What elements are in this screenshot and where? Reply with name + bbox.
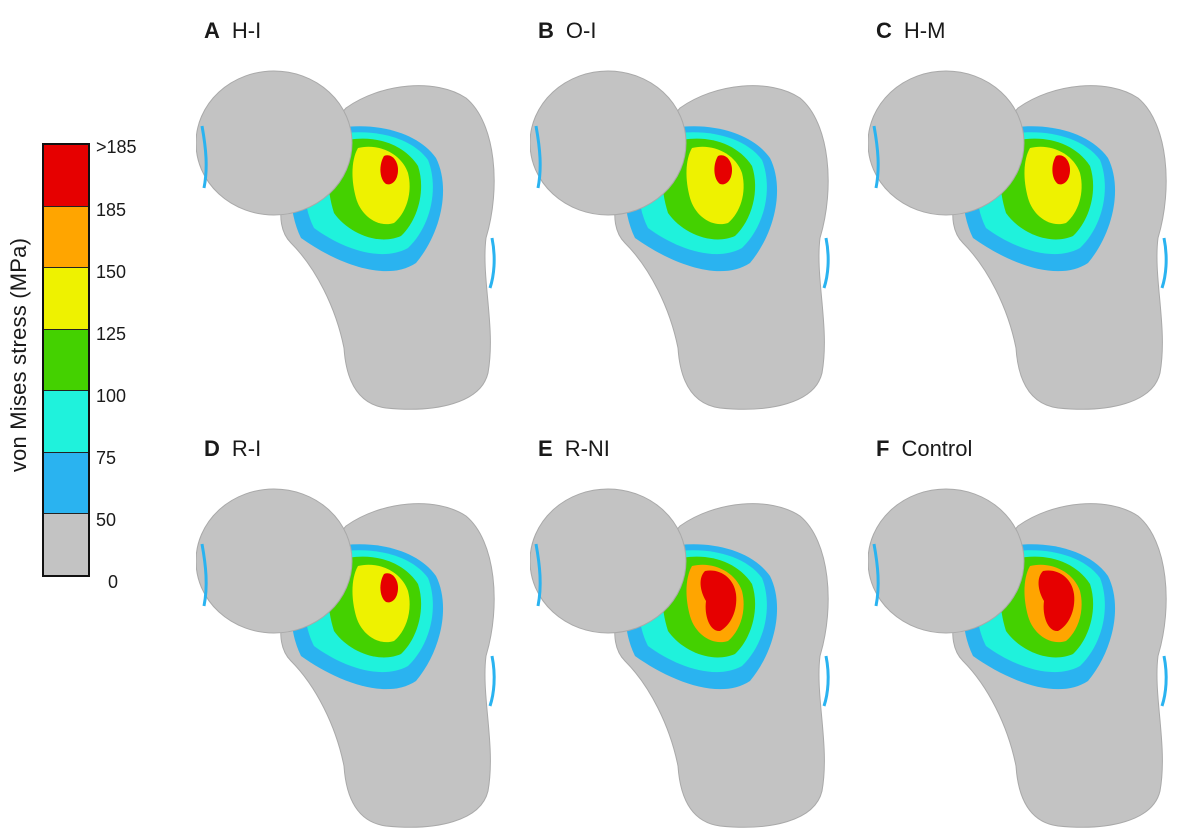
femur-panel-c: C H-M [868, 18, 1198, 418]
panel-title: R-I [232, 436, 261, 461]
stress-streak-right [1162, 238, 1166, 288]
femur-panel-a: A H-I [196, 18, 526, 418]
panel-label: A H-I [204, 18, 261, 44]
femur-panel-f: F Control [868, 436, 1198, 836]
colorbar-axis-label: von Mises stress (MPa) [2, 120, 36, 590]
colorbar-tick: 125 [96, 325, 126, 343]
panel-letter: C [876, 18, 892, 43]
colorbar-tick: 150 [96, 263, 126, 281]
colorbar-tick: 0 [108, 573, 118, 591]
colorbar-tick: >185 [96, 138, 137, 156]
panel-title: Control [901, 436, 972, 461]
colorbar-axis-label-text: von Mises stress (MPa) [6, 238, 32, 472]
panel-letter: A [204, 18, 220, 43]
femur-panel-d: D R-I [196, 436, 526, 836]
femoral-head [530, 489, 686, 633]
colorbar-segment-150-185 [44, 207, 88, 269]
colorbar-segment-100-125 [44, 330, 88, 392]
femur-stress-map [868, 466, 1198, 836]
femoral-head [868, 71, 1024, 215]
femur-stress-map [530, 48, 860, 418]
stress-streak-right [824, 656, 828, 706]
colorbar-segment-50-75 [44, 453, 88, 515]
panel-letter: F [876, 436, 889, 461]
colorbar-tick: 75 [96, 449, 116, 467]
stress-streak-right [490, 656, 494, 706]
panel-title: H-M [904, 18, 946, 43]
femoral-head [530, 71, 686, 215]
colorbar-tick: 185 [96, 201, 126, 219]
colorbar-tick: 50 [96, 511, 116, 529]
femoral-head [196, 71, 352, 215]
femur-stress-map [868, 48, 1198, 418]
femur-stress-map [196, 466, 526, 836]
stress-streak-right [824, 238, 828, 288]
panel-label: C H-M [876, 18, 945, 44]
panel-title: O-I [566, 18, 597, 43]
colorbar-segment-0-50 [44, 514, 88, 575]
panel-label: B O-I [538, 18, 596, 44]
panel-letter: D [204, 436, 220, 461]
femoral-head [196, 489, 352, 633]
femoral-head [868, 489, 1024, 633]
colorbar-segment-gt185 [44, 145, 88, 207]
femur-stress-map [196, 48, 526, 418]
panel-title: R-NI [565, 436, 610, 461]
panel-title: H-I [232, 18, 261, 43]
colorbar-segment-75-100 [44, 391, 88, 453]
femur-panel-e: E R-NI [530, 436, 860, 836]
panel-letter: B [538, 18, 554, 43]
panel-label: D R-I [204, 436, 261, 462]
colorbar-segment-125-150 [44, 268, 88, 330]
femur-stress-map [530, 466, 860, 836]
panel-label: E R-NI [538, 436, 610, 462]
stress-streak-right [490, 238, 494, 288]
colorbar [42, 143, 90, 577]
panel-label: F Control [876, 436, 972, 462]
femur-panel-b: B O-I [530, 18, 860, 418]
colorbar-tick: 100 [96, 387, 126, 405]
panel-letter: E [538, 436, 553, 461]
stress-streak-right [1162, 656, 1166, 706]
